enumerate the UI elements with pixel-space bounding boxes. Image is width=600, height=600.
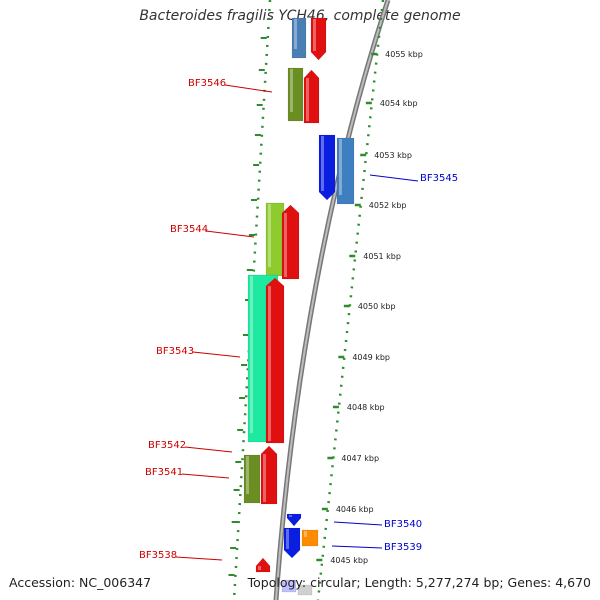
gene-shine	[268, 286, 271, 441]
gene-block	[303, 69, 320, 124]
kbp-tick-label: 4046 kbp	[336, 505, 374, 514]
gene-label: BF3541	[145, 467, 183, 478]
gene-leader-line	[369, 174, 419, 182]
gene-leader-line	[184, 446, 233, 453]
gene-body	[287, 67, 304, 122]
gene-shine	[250, 276, 253, 433]
gene-shine	[263, 454, 266, 502]
gene-body	[318, 134, 336, 201]
gene-body	[255, 557, 271, 573]
gene-shine	[246, 456, 249, 494]
gene-label: BF3544	[170, 224, 208, 235]
gene-leader-line	[175, 556, 223, 561]
gene-body	[291, 17, 307, 59]
gene-shine	[294, 19, 297, 49]
gene-block	[281, 204, 300, 280]
gene-body	[310, 17, 327, 61]
gene-body	[281, 579, 297, 593]
gene-body	[281, 204, 300, 280]
kbp-tick-label: 4050 kbp	[358, 302, 396, 311]
gene-body	[260, 445, 278, 505]
gene-block	[255, 557, 271, 573]
kbp-tick-label: 4053 kbp	[374, 151, 412, 160]
kbp-tick-label: 4054 kbp	[380, 99, 418, 108]
gene-shine	[321, 136, 324, 191]
gene-shine	[286, 529, 289, 549]
gene-shine	[290, 69, 293, 112]
gene-leader-line	[205, 230, 255, 238]
gene-leader-line	[331, 545, 383, 549]
gene-block	[283, 527, 301, 559]
gene-shine	[258, 566, 261, 570]
gene-leader-line	[224, 84, 273, 93]
gene-body	[283, 527, 301, 559]
gene-shine	[313, 19, 316, 51]
gene-body	[301, 529, 319, 547]
gene-body	[303, 69, 320, 124]
gene-body	[297, 584, 313, 596]
gene-block	[301, 529, 319, 547]
gene-shine	[284, 581, 287, 583]
kbp-tick-label: 4055 kbp	[385, 50, 423, 59]
left-dotted-border	[232, 0, 272, 600]
kbp-tick-label: 4051 kbp	[363, 252, 401, 261]
gene-label: BF3546	[188, 78, 226, 89]
gene-block	[287, 67, 304, 122]
gene-body	[265, 277, 285, 444]
gene-body	[336, 137, 355, 205]
topology-label: Topology: circular; Length: 5,277,274 bp…	[247, 575, 591, 590]
gene-block	[243, 454, 261, 504]
gene-block	[310, 17, 327, 61]
gene-block	[291, 17, 307, 59]
kbp-tick-label: 4048 kbp	[347, 403, 385, 412]
kbp-tick-label: 4047 kbp	[341, 454, 379, 463]
gene-body	[286, 513, 302, 527]
gene-label: BF3539	[384, 542, 422, 553]
kbp-tick-label: 4045 kbp	[330, 556, 368, 565]
kbp-tick-label: 4052 kbp	[369, 201, 407, 210]
gene-shine	[306, 78, 309, 121]
gene-label: BF3540	[384, 519, 422, 530]
gene-shine	[289, 515, 292, 517]
gene-shine	[268, 204, 271, 267]
gene-block	[265, 202, 285, 277]
gene-block	[260, 445, 278, 505]
accession-label: Accession: NC_006347	[9, 575, 152, 590]
gene-block	[281, 579, 297, 593]
gene-label: BF3545	[420, 173, 458, 184]
right-dotted-border	[316, 0, 385, 600]
gene-block	[265, 277, 285, 444]
kbp-tick-label: 4049 kbp	[352, 353, 390, 362]
gene-block	[336, 137, 355, 205]
gene-leader-line	[333, 521, 383, 526]
gene-shine	[339, 139, 342, 195]
gene-leader-line	[181, 473, 230, 479]
gene-block	[318, 134, 336, 201]
backbone-highlight	[275, 0, 389, 600]
gene-leader-line	[192, 351, 241, 358]
gene-label: BF3538	[139, 550, 177, 561]
gene-block	[286, 513, 302, 527]
gene-label: BF3543	[156, 346, 194, 357]
gene-block	[297, 584, 313, 596]
gene-shine	[304, 531, 307, 537]
gene-shine	[284, 213, 287, 277]
gene-body	[243, 454, 261, 504]
gene-label: BF3542	[148, 440, 186, 451]
